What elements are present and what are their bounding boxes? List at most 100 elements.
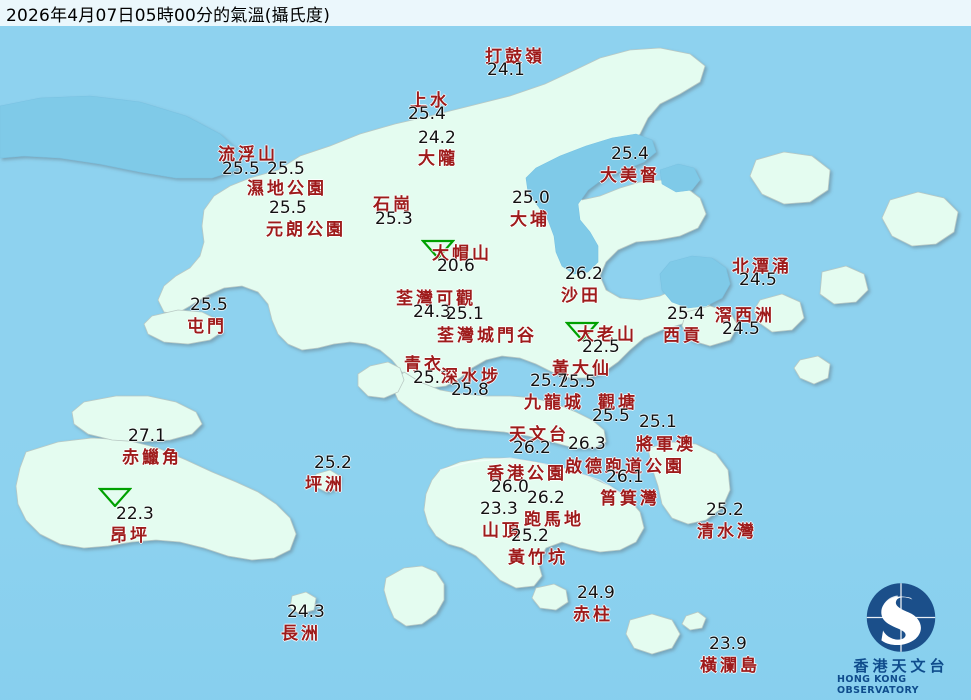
land-kau-sai-chau: [681, 305, 739, 347]
station-temperature-value: 25.1: [639, 412, 677, 432]
land-clear-water-bay: [647, 441, 731, 525]
station-temperature-value: 25.5: [222, 159, 260, 179]
station-name: 荃灣城門谷: [437, 326, 537, 346]
land-lantau: [15, 437, 297, 561]
station-temperature-value: 26.3: [568, 434, 606, 454]
station-temperature-value: 26.2: [527, 488, 565, 508]
station-name: 大美督: [600, 166, 660, 186]
station-temperature-value: 25.4: [611, 144, 649, 164]
land-po-toi: [625, 613, 681, 655]
station-name: 大隴: [418, 149, 458, 169]
station-temperature-value: 25.2: [314, 453, 352, 473]
station-name: 將軍澳: [636, 435, 696, 455]
station-name: 坪洲: [305, 475, 345, 495]
station-name: 跑馬地: [524, 510, 584, 530]
station-name: 西貢: [663, 326, 703, 346]
station-temperature-value: 25.2: [706, 500, 744, 520]
station-name: 屯門: [187, 317, 227, 337]
water-deep-bay: [0, 95, 241, 179]
land-tsing-yi: [357, 361, 405, 399]
station-name: 大埔: [510, 210, 550, 230]
station-temperature-value: 26.2: [513, 438, 551, 458]
station-name: 山頂: [482, 521, 522, 541]
station-name: 橫瀾島: [700, 656, 760, 676]
station-name: 荃灣可觀: [396, 289, 476, 309]
station-name: 觀塘: [598, 393, 638, 413]
land-tung-lung: [793, 355, 831, 385]
station-temperature-value: 25.2: [413, 368, 451, 388]
station-name: 元朗公園: [266, 220, 346, 240]
station-temperature-value: 23.3: [480, 499, 518, 519]
station-temperature-value: 26.0: [491, 477, 529, 497]
station-temperature-value: 25.8: [451, 380, 489, 400]
station-name: 流浮山: [218, 145, 278, 165]
station-name: 長洲: [281, 624, 321, 644]
station-temperature-value: 24.2: [418, 128, 456, 148]
land-chek-lap-kok: [71, 395, 203, 443]
hko-name-cn: 香港天文台: [853, 656, 949, 675]
station-temperature-value: 24.5: [722, 319, 760, 339]
station-name: 啟德跑道公園: [565, 457, 685, 477]
station-temperature-value: 25.5: [267, 159, 305, 179]
station-name: 九龍城: [524, 393, 584, 413]
station-temperature-value: 25.1: [446, 304, 484, 324]
station-temperature-value: 25.4: [408, 104, 446, 124]
title-bar: 2026年4月07日05時00分的氣溫(攝氏度): [0, 0, 971, 26]
station-temperature-value: 25.5: [269, 198, 307, 218]
station-name: 北潭涌: [732, 257, 792, 277]
high-altitude-station-triangle-icon: [98, 487, 148, 508]
station-temperature-value: 25.2: [511, 526, 549, 546]
station-temperature-value: 24.3: [413, 302, 451, 322]
station-name: 黃竹坑: [508, 548, 568, 568]
station-temperature-value: 22.3: [116, 504, 154, 524]
water-port-shelter: [659, 255, 731, 309]
station-name: 赤柱: [573, 605, 613, 625]
station-temperature-value: 22.5: [582, 337, 620, 357]
land-stanley: [531, 583, 569, 611]
station-name: 滘西洲: [715, 306, 775, 326]
land-sai-kung-island-a: [753, 293, 805, 333]
hko-name-en: HONG KONG OBSERVATORY: [837, 674, 919, 696]
station-temperature-value: 26.1: [606, 467, 644, 487]
station-temperature-value: 20.6: [437, 256, 475, 276]
station-temperature-value: 25.4: [667, 304, 705, 324]
station-temperature-value: 25.5: [558, 372, 596, 392]
hko-logo: 香港天文台 HONG KONG OBSERVATORY: [837, 580, 965, 696]
land-cheung-chau: [289, 591, 317, 615]
land-kowloon: [391, 371, 607, 449]
station-temperature-value: 24.3: [287, 602, 325, 622]
land-tuen-mun-coast: [143, 309, 223, 345]
page-title: 2026年4月07日05時00分的氣溫(攝氏度): [6, 5, 331, 26]
land-tap-mun: [749, 151, 831, 205]
water-tolo-harbour: [525, 133, 657, 275]
high-altitude-station-triangle-icon: [421, 239, 471, 260]
hko-emblem-icon: [866, 583, 936, 652]
station-temperature-value: 25.3: [375, 209, 413, 229]
land-sai-kung-island-b: [819, 265, 869, 305]
station-temperature-value: 24.9: [577, 583, 615, 603]
station-name: 香港公園: [487, 464, 567, 484]
coastline-highlight: [439, 457, 633, 501]
station-temperature-value: 26.2: [565, 264, 603, 284]
station-name: 石崗: [373, 195, 413, 215]
station-temperature-value: 25.5: [190, 295, 228, 315]
station-temperature-value: 24.5: [739, 270, 777, 290]
station-name: 上水: [410, 91, 450, 111]
land-ping-chau: [881, 191, 959, 247]
station-name: 黃大仙: [552, 359, 612, 379]
station-temperature-value: 24.1: [487, 60, 525, 80]
station-name: 大帽山: [432, 244, 492, 264]
station-temperature-value: 25.5: [592, 406, 630, 426]
station-temperature-value: 27.1: [128, 426, 166, 446]
land-waglan: [681, 611, 707, 631]
station-name: 大老山: [577, 325, 637, 345]
station-name: 打鼓嶺: [485, 47, 545, 67]
station-temperature-value: 23.9: [709, 634, 747, 654]
station-temperature-value: 25.0: [512, 188, 550, 208]
station-name: 天文台: [509, 425, 569, 445]
station-name: 深水埗: [441, 367, 501, 387]
station-name: 赤鱲角: [122, 448, 182, 468]
station-name: 濕地公園: [247, 179, 327, 199]
station-name: 筲箕灣: [600, 489, 660, 509]
